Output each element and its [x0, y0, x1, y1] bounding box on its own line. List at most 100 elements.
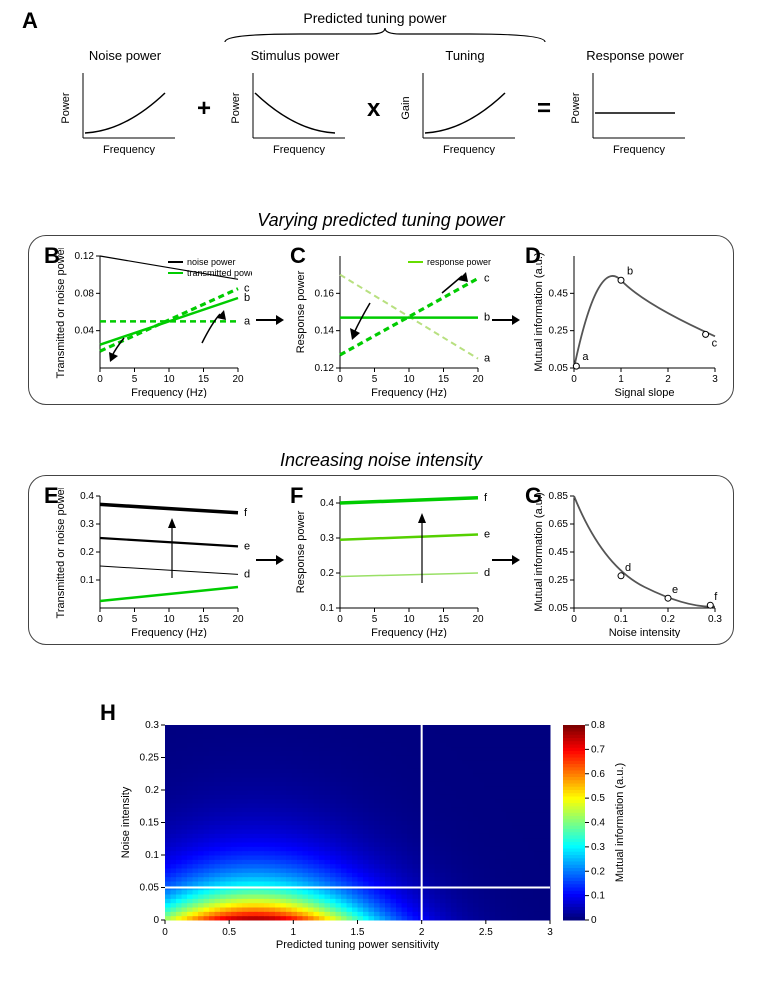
svg-text:0.5: 0.5: [591, 793, 605, 804]
svg-text:Frequency (Hz): Frequency (Hz): [371, 627, 447, 638]
svg-text:0: 0: [153, 915, 159, 926]
svg-text:Frequency (Hz): Frequency (Hz): [371, 387, 447, 398]
svg-text:2: 2: [665, 374, 671, 385]
brace-svg: [220, 28, 550, 44]
svg-text:3: 3: [712, 374, 718, 385]
svg-text:0.05: 0.05: [549, 363, 569, 374]
svg-text:1.5: 1.5: [351, 927, 365, 938]
svg-text:Power: Power: [230, 92, 242, 124]
svg-text:0: 0: [97, 614, 103, 625]
svg-text:Gain: Gain: [400, 96, 412, 119]
svg-text:5: 5: [132, 614, 138, 625]
svg-text:1: 1: [618, 374, 624, 385]
svg-text:0: 0: [97, 374, 103, 385]
svg-text:f: f: [244, 507, 248, 519]
svg-text:0.25: 0.25: [140, 753, 160, 764]
svg-text:0.3: 0.3: [708, 614, 722, 625]
svg-text:0.1: 0.1: [145, 850, 159, 861]
svg-text:0: 0: [337, 614, 343, 625]
svg-text:15: 15: [438, 614, 450, 625]
svg-text:0.4: 0.4: [320, 498, 334, 509]
svg-text:Response power: Response power: [295, 510, 307, 593]
svg-text:0.2: 0.2: [320, 568, 334, 579]
svg-text:0: 0: [591, 915, 597, 926]
svg-text:0.1: 0.1: [591, 891, 605, 902]
svg-text:f: f: [484, 492, 488, 504]
svg-text:0.5: 0.5: [222, 927, 236, 938]
svg-text:2: 2: [419, 927, 425, 938]
svg-text:0.08: 0.08: [75, 288, 95, 299]
svg-text:0.2: 0.2: [145, 785, 159, 796]
svg-text:0.25: 0.25: [549, 326, 569, 337]
svg-text:15: 15: [198, 374, 210, 385]
svg-text:0.3: 0.3: [591, 842, 605, 853]
svg-text:0.2: 0.2: [591, 866, 605, 877]
svg-text:Noise intensity: Noise intensity: [120, 786, 132, 858]
svg-text:a: a: [244, 315, 251, 327]
svg-text:Transmitted or noise power: Transmitted or noise power: [55, 248, 67, 378]
svg-text:f: f: [714, 591, 718, 603]
svg-text:transmitted power: transmitted power: [187, 268, 252, 278]
svg-text:10: 10: [403, 614, 415, 625]
svg-text:Signal slope: Signal slope: [615, 387, 675, 398]
svg-text:noise power: noise power: [187, 257, 236, 267]
svg-text:10: 10: [163, 614, 175, 625]
svg-text:d: d: [625, 562, 631, 574]
svg-text:Predicted tuning power sensiti: Predicted tuning power sensitivity: [276, 939, 440, 950]
svg-text:Mutual information (a.u.): Mutual information (a.u.): [533, 252, 545, 371]
svg-text:0.1: 0.1: [320, 603, 334, 614]
svg-text:10: 10: [163, 374, 175, 385]
arrow-b-c: [254, 310, 284, 330]
svg-text:0.7: 0.7: [591, 744, 605, 755]
svg-text:0.4: 0.4: [591, 818, 605, 829]
svg-text:Frequency (Hz): Frequency (Hz): [131, 387, 207, 398]
svg-text:0.45: 0.45: [549, 288, 569, 299]
svg-text:0: 0: [337, 374, 343, 385]
svg-text:a: a: [582, 351, 589, 363]
panel-label-A: A: [22, 8, 38, 34]
svg-text:0.15: 0.15: [140, 818, 160, 829]
arrow-f-g: [490, 550, 520, 570]
svg-text:0.6: 0.6: [591, 769, 605, 780]
svg-text:0.16: 0.16: [315, 288, 335, 299]
svg-text:15: 15: [198, 614, 210, 625]
svg-text:Frequency: Frequency: [613, 144, 665, 155]
svg-text:10: 10: [403, 374, 415, 385]
svg-text:e: e: [672, 584, 678, 596]
svg-text:response power: response power: [427, 257, 491, 267]
svg-text:0.05: 0.05: [140, 883, 160, 894]
svg-text:c: c: [244, 283, 250, 295]
svg-text:0.12: 0.12: [315, 363, 335, 374]
svg-text:Power: Power: [60, 92, 72, 124]
svg-text:0.1: 0.1: [614, 614, 628, 625]
svg-text:Frequency (Hz): Frequency (Hz): [131, 627, 207, 638]
svg-text:0.85: 0.85: [549, 491, 569, 502]
svg-text:0.2: 0.2: [661, 614, 675, 625]
arrow-e-f: [254, 550, 284, 570]
svg-text:5: 5: [132, 374, 138, 385]
svg-text:3: 3: [547, 927, 553, 938]
svg-text:d: d: [244, 568, 250, 580]
svg-text:0: 0: [162, 927, 168, 938]
section-title-2: Increasing noise intensity: [0, 450, 762, 471]
svg-text:20: 20: [472, 614, 484, 625]
svg-text:e: e: [244, 540, 250, 552]
panel-label-H: H: [100, 700, 116, 726]
svg-text:Frequency: Frequency: [273, 144, 325, 155]
svg-text:0: 0: [571, 614, 577, 625]
svg-text:a: a: [484, 353, 491, 365]
svg-text:Noise intensity: Noise intensity: [609, 627, 681, 638]
brace-label: Predicted tuning power: [200, 10, 550, 26]
svg-text:0.12: 0.12: [75, 251, 95, 262]
svg-text:Transmitted or noise power: Transmitted or noise power: [55, 488, 67, 618]
svg-text:Frequency: Frequency: [103, 144, 155, 155]
svg-text:0.65: 0.65: [549, 519, 569, 530]
svg-text:0: 0: [571, 374, 577, 385]
svg-text:0.2: 0.2: [80, 547, 94, 558]
svg-text:0.25: 0.25: [549, 575, 569, 586]
svg-text:20: 20: [472, 374, 484, 385]
svg-text:0.3: 0.3: [80, 519, 94, 530]
svg-text:Power: Power: [570, 92, 582, 124]
svg-text:5: 5: [372, 614, 378, 625]
svg-text:Mutual information (a.u.): Mutual information (a.u.): [614, 763, 626, 882]
